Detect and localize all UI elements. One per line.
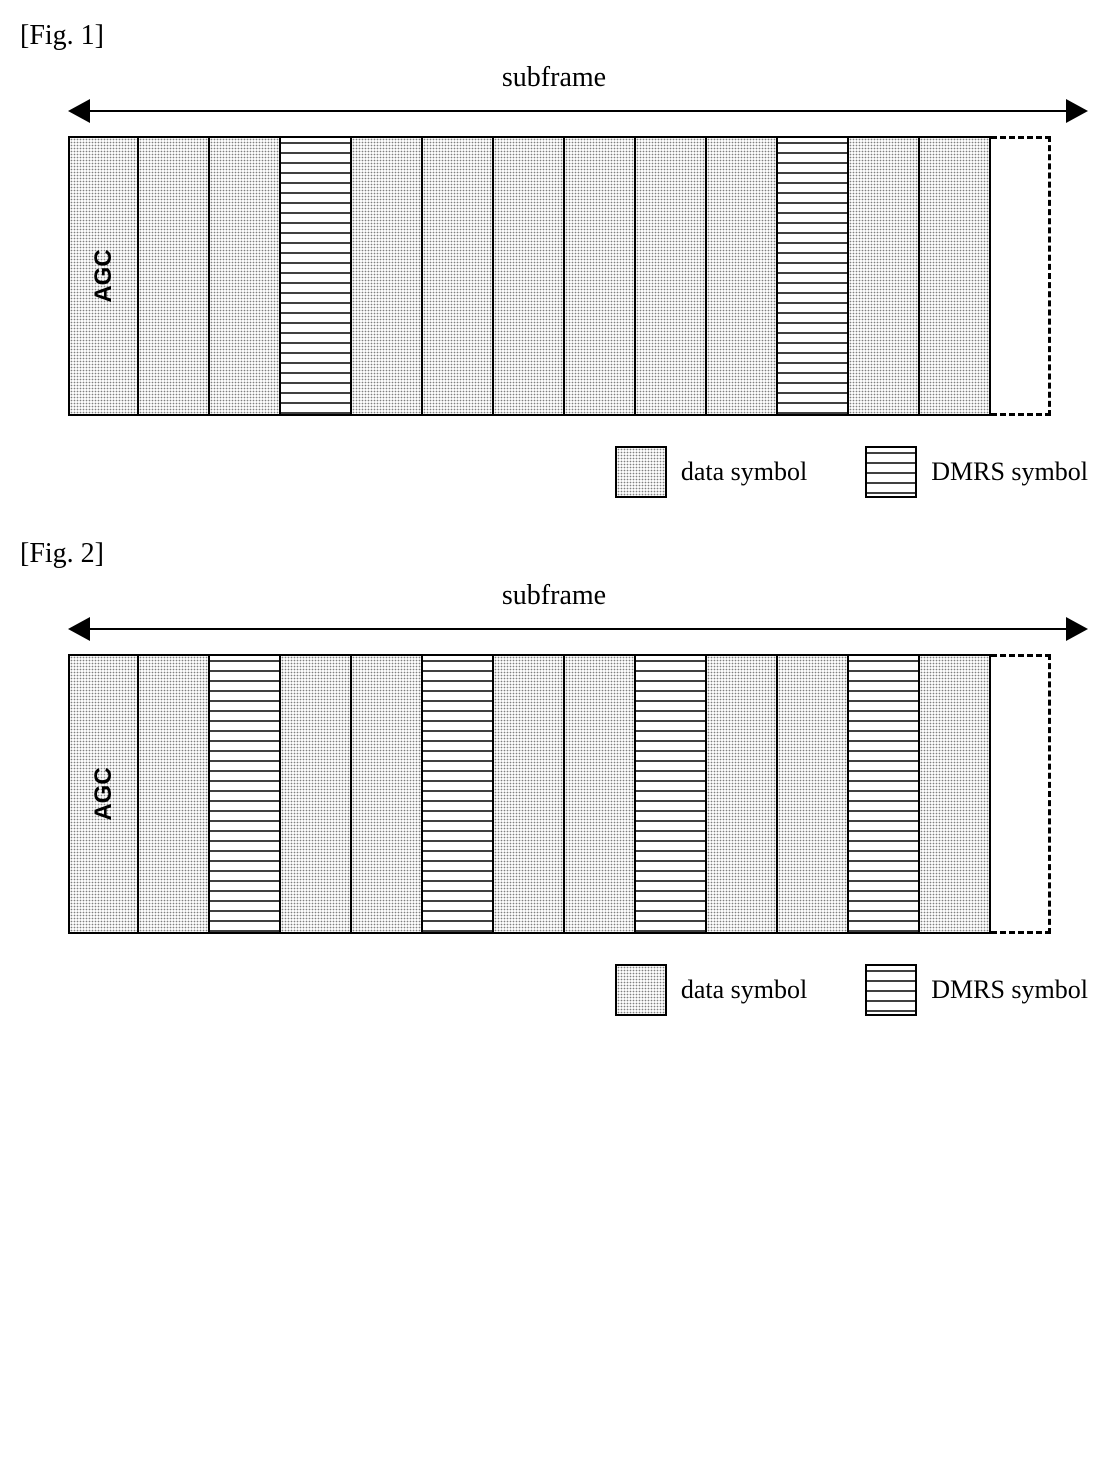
symbol-column <box>281 654 352 934</box>
symbol-column <box>849 136 920 416</box>
legend-data-swatch <box>615 964 667 1016</box>
arrow-right-icon <box>1066 99 1088 123</box>
symbol-column <box>991 654 1051 934</box>
symbol-column <box>778 654 849 934</box>
symbol-column: AGC <box>68 654 139 934</box>
symbol-column <box>352 654 423 934</box>
legend-data-swatch <box>615 446 667 498</box>
fig1-label: [Fig. 1] <box>20 20 1088 52</box>
symbol-column <box>210 654 281 934</box>
symbol-column <box>636 136 707 416</box>
figures-container: [Fig. 1] subframe AGC data symbol DMRS s… <box>20 20 1088 1016</box>
symbol-column <box>210 136 281 416</box>
symbol-column <box>423 136 494 416</box>
legend-dmrs-label: DMRS symbol <box>931 457 1088 487</box>
legend-data-label: data symbol <box>681 457 807 487</box>
symbol-column <box>281 136 352 416</box>
legend-data-label: data symbol <box>681 975 807 1005</box>
symbol-column: AGC <box>68 136 139 416</box>
fig1-title: subframe <box>20 62 1088 94</box>
symbol-column <box>565 654 636 934</box>
symbol-column <box>920 654 991 934</box>
agc-label: AGC <box>90 249 118 302</box>
fig1-legend: data symbol DMRS symbol <box>20 446 1088 498</box>
fig2-arrow <box>68 616 1088 644</box>
arrow-right-icon <box>1066 617 1088 641</box>
agc-label: AGC <box>90 767 118 820</box>
symbol-column <box>139 654 210 934</box>
symbol-column <box>636 654 707 934</box>
symbol-column <box>707 136 778 416</box>
symbol-column <box>139 136 210 416</box>
symbol-column <box>778 136 849 416</box>
symbol-column <box>565 136 636 416</box>
symbol-column <box>494 654 565 934</box>
legend-dmrs-swatch <box>865 446 917 498</box>
fig1-frame: AGC <box>68 136 1088 416</box>
symbol-column <box>423 654 494 934</box>
symbol-column <box>920 136 991 416</box>
legend-dmrs-label: DMRS symbol <box>931 975 1088 1005</box>
symbol-column <box>991 136 1051 416</box>
fig2-title: subframe <box>20 580 1088 612</box>
fig1-arrow <box>68 98 1088 126</box>
arrow-line <box>82 628 1074 630</box>
fig2-frame: AGC <box>68 654 1088 934</box>
fig2-legend: data symbol DMRS symbol <box>20 964 1088 1016</box>
symbol-column <box>352 136 423 416</box>
symbol-column <box>494 136 565 416</box>
fig2-label: [Fig. 2] <box>20 538 1088 570</box>
symbol-column <box>849 654 920 934</box>
arrow-line <box>82 110 1074 112</box>
symbol-column <box>707 654 778 934</box>
legend-dmrs-swatch <box>865 964 917 1016</box>
